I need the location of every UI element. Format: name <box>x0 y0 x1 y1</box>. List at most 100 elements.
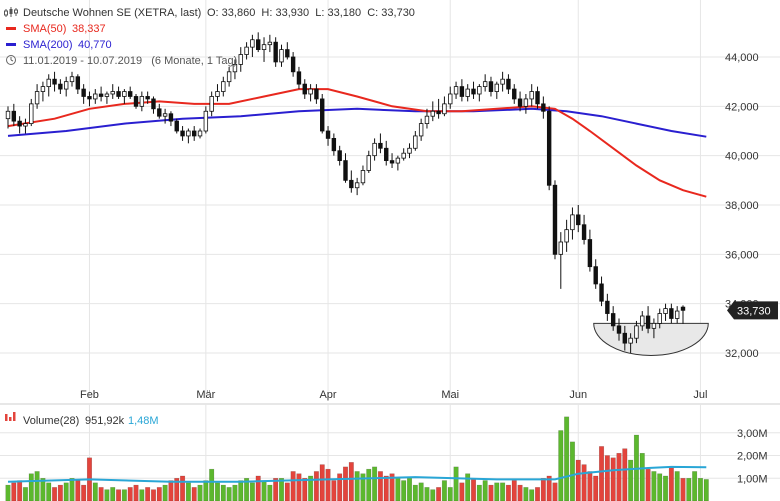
volume-bar <box>657 473 663 501</box>
volume-bar <box>470 478 477 501</box>
candle-body <box>104 93 110 97</box>
candle <box>651 318 657 339</box>
volume-bar <box>697 478 703 501</box>
candle <box>186 128 191 144</box>
volume-bar <box>535 487 541 501</box>
candle <box>69 71 75 87</box>
candle-body <box>645 315 651 329</box>
volume-bar <box>40 478 46 501</box>
candle-body <box>290 56 296 73</box>
candle-body <box>453 86 459 95</box>
volume-average-legend-value: 1,48M <box>128 415 159 427</box>
volume-bar <box>476 484 482 501</box>
volume-bar <box>441 480 447 501</box>
candle <box>581 214 587 245</box>
candle <box>442 96 447 117</box>
volume-tick-label: 1,00M <box>737 473 768 485</box>
candle <box>616 318 622 341</box>
volume-bar <box>552 482 558 501</box>
candle <box>273 37 278 67</box>
volume-bar <box>517 484 523 501</box>
candle-body <box>541 103 546 112</box>
sma50-legend-swatch <box>6 27 16 30</box>
candle <box>384 140 389 166</box>
volume-bar <box>284 482 290 501</box>
volume-bar <box>319 464 325 501</box>
candle <box>605 293 610 321</box>
candle-body <box>523 98 529 107</box>
sma200-line <box>7 107 707 138</box>
candle-body <box>657 313 662 324</box>
candle-body <box>261 44 267 51</box>
candle-body <box>430 110 435 117</box>
candle <box>395 155 401 171</box>
candle-body <box>58 83 63 90</box>
candle <box>46 74 51 97</box>
volume-bar <box>249 482 255 501</box>
volume-bar <box>57 484 63 501</box>
candle <box>157 103 162 119</box>
volume-bar <box>482 480 488 501</box>
candle <box>139 91 145 112</box>
sma200-series <box>7 107 707 138</box>
x-tick-label: Jul <box>693 389 707 401</box>
candle <box>453 81 459 99</box>
candle <box>267 34 273 53</box>
volume-bar <box>680 478 686 501</box>
candle <box>622 325 628 351</box>
candle-body <box>46 78 51 87</box>
volume-bar <box>69 478 75 501</box>
candle-body <box>424 115 430 124</box>
volume-bar <box>401 480 407 501</box>
candle-body <box>320 98 325 132</box>
candle <box>523 94 529 114</box>
candle <box>488 76 494 97</box>
candle-body <box>494 83 499 92</box>
volume-bar <box>261 480 267 501</box>
candle-body <box>133 96 139 107</box>
candle <box>98 86 104 102</box>
candle-body <box>593 266 598 285</box>
volume-bar <box>406 478 413 501</box>
candle-body <box>157 108 162 117</box>
volume-average-line <box>7 465 707 483</box>
candle-body <box>256 39 261 51</box>
candle-body <box>389 160 395 164</box>
candle <box>244 42 249 60</box>
volume-bar <box>180 475 186 501</box>
volume-bar <box>575 459 581 501</box>
volume-bar <box>639 452 645 501</box>
candle-body <box>471 88 476 95</box>
candle-body <box>669 308 674 319</box>
candle-body <box>448 93 453 105</box>
candle <box>465 84 470 102</box>
price-legend: Deutsche Wohnen SE (XETRA, last) O: 33,8… <box>4 7 415 67</box>
volume-bar <box>162 484 168 501</box>
candle-body <box>285 49 290 58</box>
candle <box>512 84 517 104</box>
candle-body <box>384 147 389 161</box>
x-tick-label: Mär <box>196 389 215 401</box>
volume-bar <box>308 475 314 501</box>
candle <box>634 320 639 344</box>
candle-body <box>279 49 284 63</box>
candle-body <box>651 322 657 329</box>
volume-bar <box>604 455 610 501</box>
candle-body <box>302 83 307 95</box>
volume-bar <box>22 487 28 501</box>
candle-body <box>192 130 197 137</box>
candle-body <box>610 313 616 327</box>
candle <box>558 232 564 289</box>
volume-bar <box>616 452 622 501</box>
candle <box>180 126 185 141</box>
candle <box>680 305 686 324</box>
candle <box>587 229 593 272</box>
candle-body <box>552 184 558 255</box>
candle-body <box>168 113 174 122</box>
volume-bar <box>546 475 552 501</box>
volume-bar <box>145 487 151 501</box>
candle-body <box>11 110 17 122</box>
volume-bar <box>185 482 191 501</box>
volume-bar <box>156 487 162 501</box>
